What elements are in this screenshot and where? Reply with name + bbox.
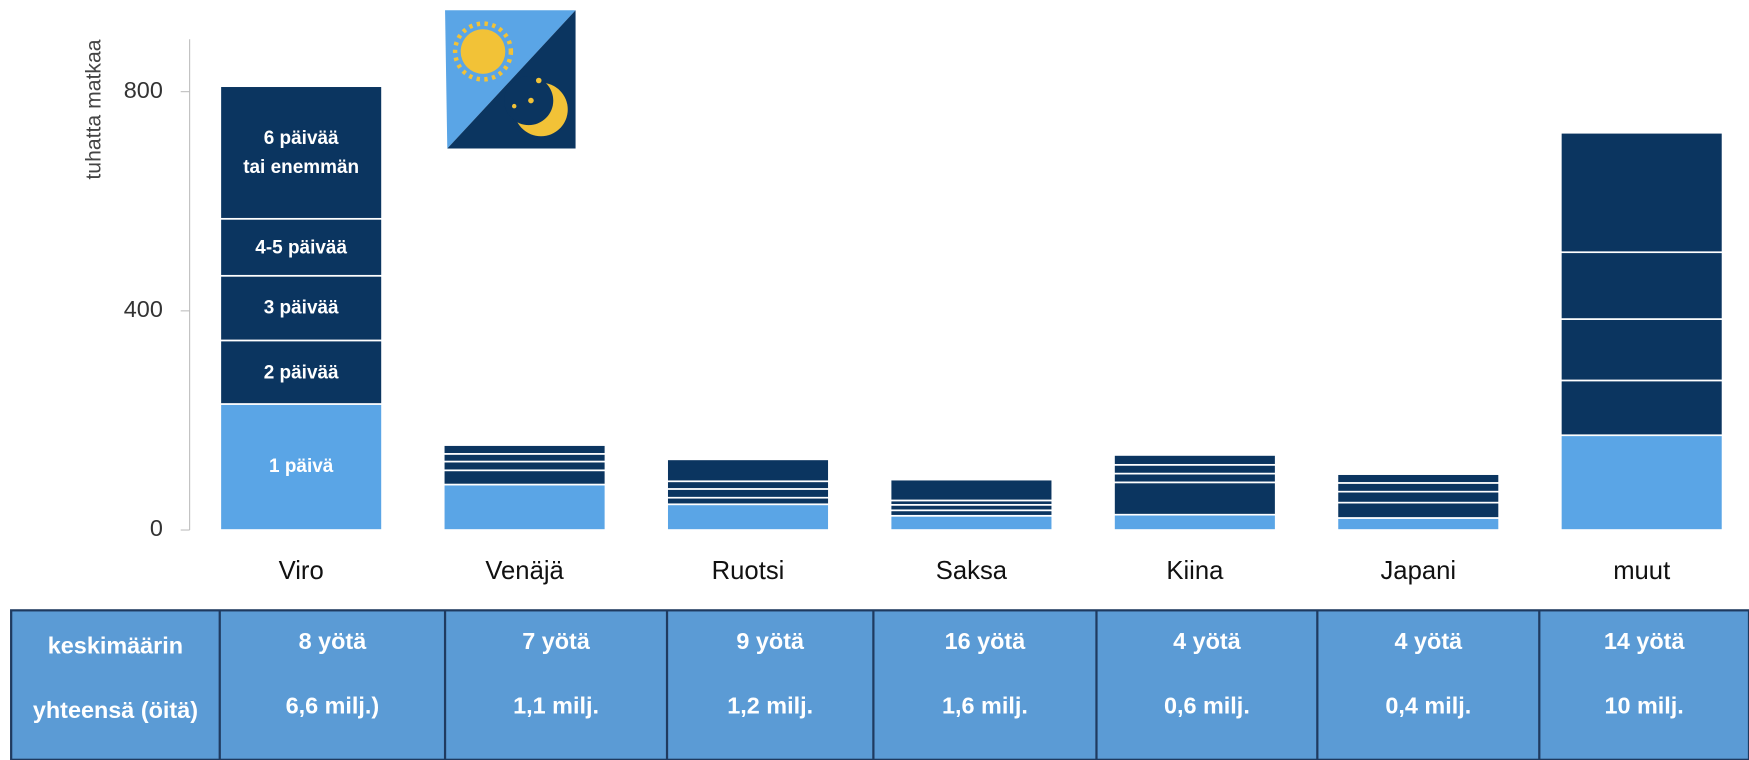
table-cell: 6,6 milj.) (286, 693, 380, 719)
table-cell: 1,2 milj. (727, 693, 813, 719)
bar-segment (1336, 490, 1500, 504)
table-cell: 10 milj. (1604, 693, 1683, 719)
x-tick-label: Saksa (936, 557, 1008, 585)
segment-label-box: 6 päivää tai enemmän (243, 126, 360, 178)
segment-label-box: 4-5 päivää (255, 236, 348, 258)
bar-segment (1336, 482, 1500, 493)
table-cell: 9 yötä (736, 628, 805, 654)
table-cell: 0,6 milj. (1164, 693, 1250, 719)
y-axis-label: tuhatta matkaa (82, 39, 105, 179)
bar-segment (666, 496, 830, 506)
table-cell: 1,1 milj. (513, 693, 599, 719)
table-cell: 8 yötä (299, 628, 368, 654)
bar-segment (219, 274, 383, 342)
y-tick-label: 800 (124, 77, 163, 103)
bar-segment (1336, 517, 1500, 531)
day-night-icon (445, 10, 576, 149)
table-cell: 4 yötä (1394, 628, 1463, 654)
bar-segment (219, 403, 383, 531)
segment-label-box: 2 päivää (263, 361, 339, 383)
bar-segment (442, 453, 607, 463)
bar-segment (1113, 454, 1277, 466)
segment-label-box: 1 päivä (269, 455, 334, 478)
row-label: yhteensä (öitä) (33, 697, 198, 723)
bar-segment (1559, 318, 1724, 382)
x-tick-label: Kiina (1166, 557, 1224, 585)
segment-label: 3 päivää (263, 296, 339, 319)
bar-segment (666, 458, 830, 483)
bar-segment (889, 514, 1054, 531)
bar-segment (1113, 481, 1277, 516)
segment-label: 2 päivää (263, 361, 339, 383)
x-tick-label: muut (1613, 557, 1670, 585)
bar-segment (666, 503, 830, 531)
row-label: keskimäärin (48, 632, 183, 658)
bar-segment (1559, 251, 1724, 320)
bar-segment (1559, 131, 1724, 254)
bar-segment (1336, 501, 1500, 519)
bar-segment (442, 483, 607, 531)
table-cell: 14 yötä (1604, 628, 1686, 654)
bar-segment (1113, 472, 1277, 484)
table-cell: 16 yötä (945, 628, 1027, 654)
y-tick-label: 0 (150, 515, 163, 541)
bar-segment (442, 469, 607, 486)
bar-segment (219, 339, 383, 405)
segment-label: 6 päivää tai enemmän (243, 126, 360, 178)
bar-segment (219, 85, 383, 220)
bar-segment (889, 478, 1054, 502)
bar-segment (1113, 463, 1277, 475)
bar-segment (442, 444, 607, 455)
x-tick-label: Japani (1380, 557, 1456, 585)
table-cell: 1,6 milj. (942, 693, 1028, 719)
bar-segment (666, 480, 830, 490)
table-background (10, 609, 1749, 760)
bar-segment (442, 460, 607, 472)
x-tick-label: Viro (279, 557, 324, 585)
table-cell: 7 yötä (522, 628, 591, 654)
segment-label: 4-5 päivää (255, 236, 348, 258)
x-tick-label: Ruotsi (712, 557, 785, 585)
bar-segment (666, 488, 830, 499)
segment-label: 1 päivä (269, 455, 334, 478)
bar-segment (219, 217, 383, 277)
table-cell: 4 yötä (1173, 628, 1242, 654)
bar-segment (1559, 379, 1724, 437)
bar-segment (1336, 473, 1500, 484)
bar-segment (1559, 434, 1724, 531)
x-tick-label: Venäjä (485, 557, 564, 585)
bar-segment (1113, 513, 1277, 531)
segment-label-box: 3 päivää (263, 296, 339, 319)
table-cell: 0,4 milj. (1385, 693, 1471, 719)
y-tick-label: 400 (124, 296, 163, 322)
